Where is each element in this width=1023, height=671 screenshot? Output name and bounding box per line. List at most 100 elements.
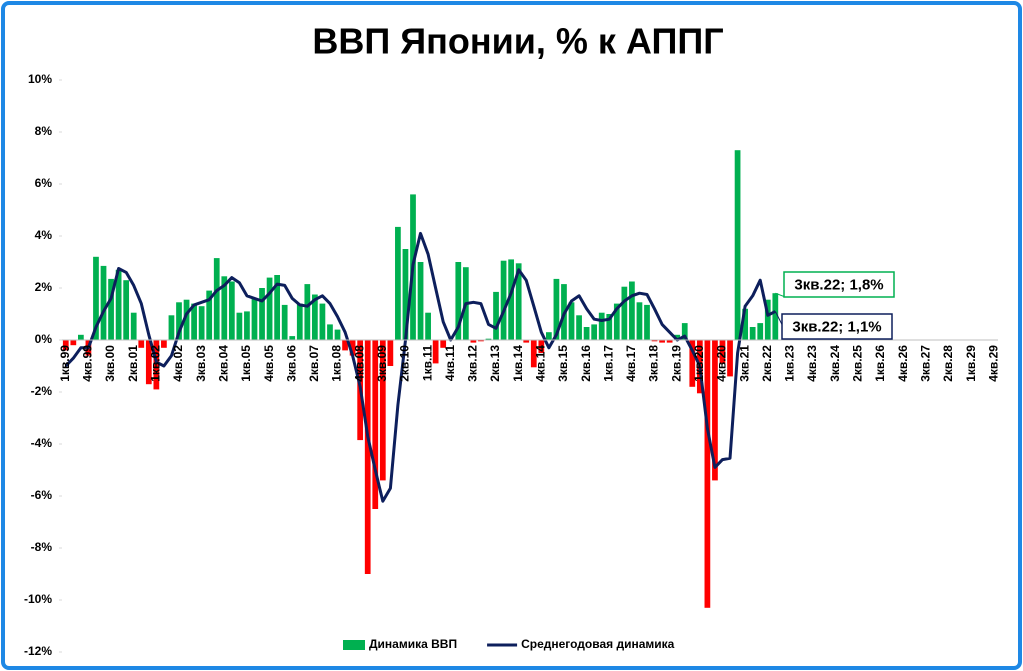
legend-label: Среднегодовая динамика (521, 637, 675, 651)
bar (395, 226, 401, 340)
x-tick-label: 2кв.01 (126, 345, 140, 382)
bar (621, 286, 628, 340)
y-tick-label: 8% (35, 124, 53, 138)
bar (379, 340, 386, 481)
bar (500, 260, 507, 340)
x-tick-label: 4кв.08 (352, 345, 366, 382)
x-tick-label: 3кв.03 (194, 345, 208, 382)
bar (417, 262, 424, 340)
bar (183, 299, 190, 340)
y-tick-label: -6% (31, 488, 53, 502)
annotation-leader (774, 311, 783, 325)
y-tick-label: -12% (24, 644, 52, 658)
x-tick-label: 2кв.25 (851, 345, 865, 382)
bar (455, 262, 462, 340)
bar (425, 312, 431, 340)
bar (153, 340, 160, 390)
y-tick-label: 10% (28, 72, 52, 86)
annotation: 3кв.22; 1,8% (794, 276, 883, 293)
annotation-leader (775, 292, 785, 297)
x-tick-label: 1кв.02 (149, 345, 163, 382)
bar (259, 288, 265, 340)
x-tick-label: 4кв.02 (171, 345, 185, 382)
bar (100, 265, 107, 340)
bar (176, 302, 182, 340)
bar (78, 334, 84, 340)
x-tick-label: 3кв.27 (918, 345, 932, 382)
bar (342, 340, 348, 351)
bar (304, 284, 311, 340)
bar (319, 303, 326, 340)
bar (629, 281, 635, 340)
x-tick-label: 2кв.04 (216, 345, 230, 382)
bar (704, 340, 711, 608)
x-tick-label: 4кв.26 (896, 345, 910, 382)
x-tick-label: 1кв.26 (873, 345, 887, 382)
x-tick-label: 1кв.20 (692, 345, 706, 382)
bar (349, 340, 356, 356)
x-tick-label: 1кв.14 (511, 345, 525, 382)
bar (508, 259, 514, 340)
x-tick-label: 1кв.29 (964, 345, 978, 382)
x-tick-label: 1кв.05 (239, 345, 253, 382)
x-tick-label: 2кв.10 (398, 345, 412, 382)
bar (334, 329, 341, 340)
x-tick-label: 2кв.22 (760, 345, 774, 382)
bar (742, 308, 748, 340)
bar (613, 303, 620, 340)
y-tick-label: 0% (35, 332, 53, 346)
bar (644, 304, 650, 340)
bar (206, 290, 213, 340)
x-tick-label: 1кв.08 (330, 345, 344, 382)
bar (583, 327, 590, 340)
y-tick-label: 2% (35, 280, 53, 294)
bar (244, 311, 250, 340)
bar (478, 340, 484, 342)
bar (440, 340, 447, 348)
bar (757, 323, 764, 340)
annotation-box (783, 271, 895, 298)
x-tick-label: 4кв.14 (533, 345, 547, 382)
bar (734, 150, 741, 340)
y-tick-label: 4% (35, 228, 53, 242)
legend-swatch (343, 640, 365, 650)
chart-title: ВВП Японии, % к АППГ (312, 21, 723, 62)
x-tick-label: 4кв.17 (624, 345, 638, 382)
bar (598, 312, 605, 340)
y-tick-label: -2% (31, 384, 53, 398)
bar (772, 293, 779, 340)
x-tick-label: 1кв.99 (58, 345, 72, 382)
bar (432, 340, 439, 364)
x-tick-label: 4кв.29 (986, 345, 1000, 382)
x-tick-label: 1кв.17 (601, 345, 615, 382)
bar (236, 312, 243, 340)
bar (553, 278, 560, 340)
bar (591, 324, 598, 340)
x-tick-label: 4кв.99 (81, 345, 95, 382)
bar (651, 340, 658, 342)
bar (470, 340, 477, 343)
bar (213, 258, 220, 340)
bar (681, 323, 688, 340)
bar (712, 340, 718, 481)
x-tick-label: 2кв.13 (488, 345, 502, 382)
x-tick-label: 2кв.07 (307, 345, 321, 382)
x-tick-label: 2кв.16 (579, 345, 593, 382)
x-tick-label: 3кв.00 (103, 345, 117, 382)
bar (123, 280, 130, 340)
y-tick-label: -4% (31, 436, 53, 450)
bar (666, 340, 673, 343)
bar (228, 281, 235, 340)
x-tick-label: 2кв.19 (669, 345, 683, 382)
bar (312, 294, 318, 340)
line (64, 231, 776, 503)
bar (130, 312, 137, 340)
bar (138, 340, 145, 348)
x-tick-label: 4кв.11 (443, 345, 457, 381)
bar (749, 327, 756, 340)
bar (372, 340, 379, 509)
x-tick-label: 3кв.12 (466, 345, 480, 382)
x-tick-label: 3кв.18 (647, 345, 661, 382)
bar (296, 303, 303, 340)
legend-label: Динамика ВВП (369, 637, 457, 651)
